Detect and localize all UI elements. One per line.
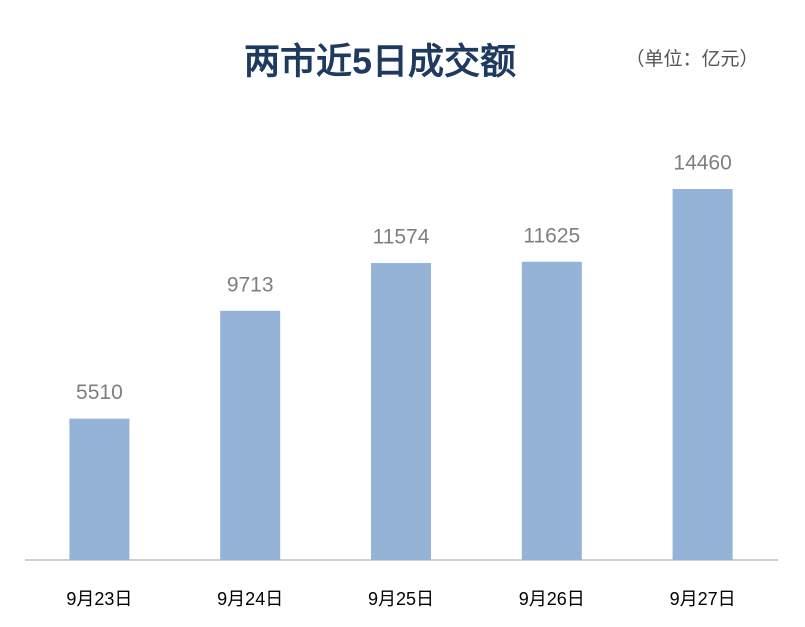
chart-subtitle: （单位：亿元） [625, 48, 758, 70]
value-label: 11574 [373, 226, 430, 249]
x-tick-label: 9月27日 [670, 589, 736, 609]
x-tick-label: 9月25日 [368, 589, 434, 609]
x-tick-label: 9月24日 [217, 589, 283, 609]
bar [521, 261, 582, 560]
bar [69, 418, 130, 560]
value-label: 9713 [227, 273, 274, 296]
value-label: 5510 [76, 381, 123, 404]
x-tick-label: 9月23日 [66, 589, 132, 609]
bar [220, 310, 281, 560]
value-label: 11625 [523, 224, 580, 247]
value-label: 14460 [673, 152, 731, 175]
chart-title: 两市近5日成交额 [244, 41, 516, 82]
x-tick-label: 9月26日 [519, 589, 585, 609]
bar [371, 263, 431, 560]
bar [672, 189, 733, 560]
